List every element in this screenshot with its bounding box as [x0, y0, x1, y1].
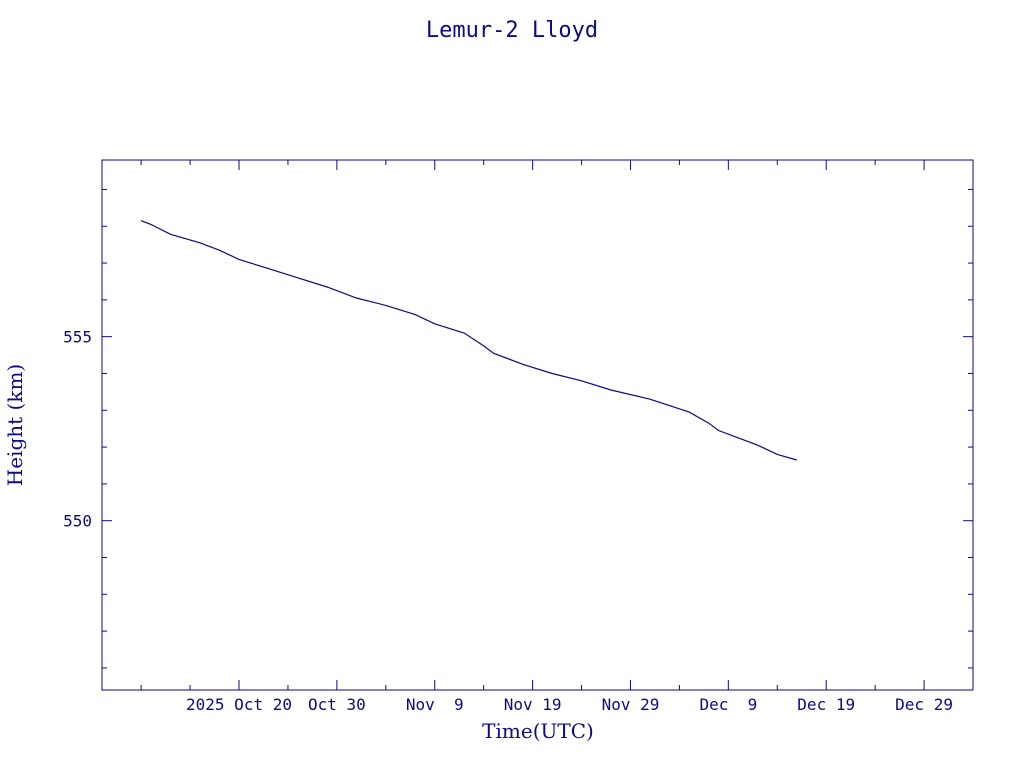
height-series-line: [140, 220, 797, 461]
x-tick-label: Dec 9: [699, 695, 757, 714]
y-tick-label: 555: [63, 328, 92, 347]
x-tick-label: Dec 29: [895, 695, 953, 714]
x-tick-label: 2025 Oct 20: [186, 695, 292, 714]
y-tick-label: 550: [63, 512, 92, 531]
axis-ticks: [102, 160, 974, 690]
x-axis-label: Time(UTC): [482, 719, 594, 743]
y-axis-label: Height (km): [3, 364, 27, 486]
tick-labels: 2025 Oct 20 Oct 30 Nov 9 Nov 19 Nov 29 Dec 9 D…: [63, 328, 953, 714]
plot-frame: [101, 159, 974, 691]
x-tick-label: Nov 29: [602, 695, 660, 714]
x-tick-label: Dec 19: [797, 695, 855, 714]
chart-title: Lemur-2 Lloyd: [426, 18, 598, 43]
x-tick-label: Nov 19: [504, 695, 562, 714]
x-tick-label: Oct 30: [308, 695, 366, 714]
x-tick-label: Nov 9: [406, 695, 464, 714]
